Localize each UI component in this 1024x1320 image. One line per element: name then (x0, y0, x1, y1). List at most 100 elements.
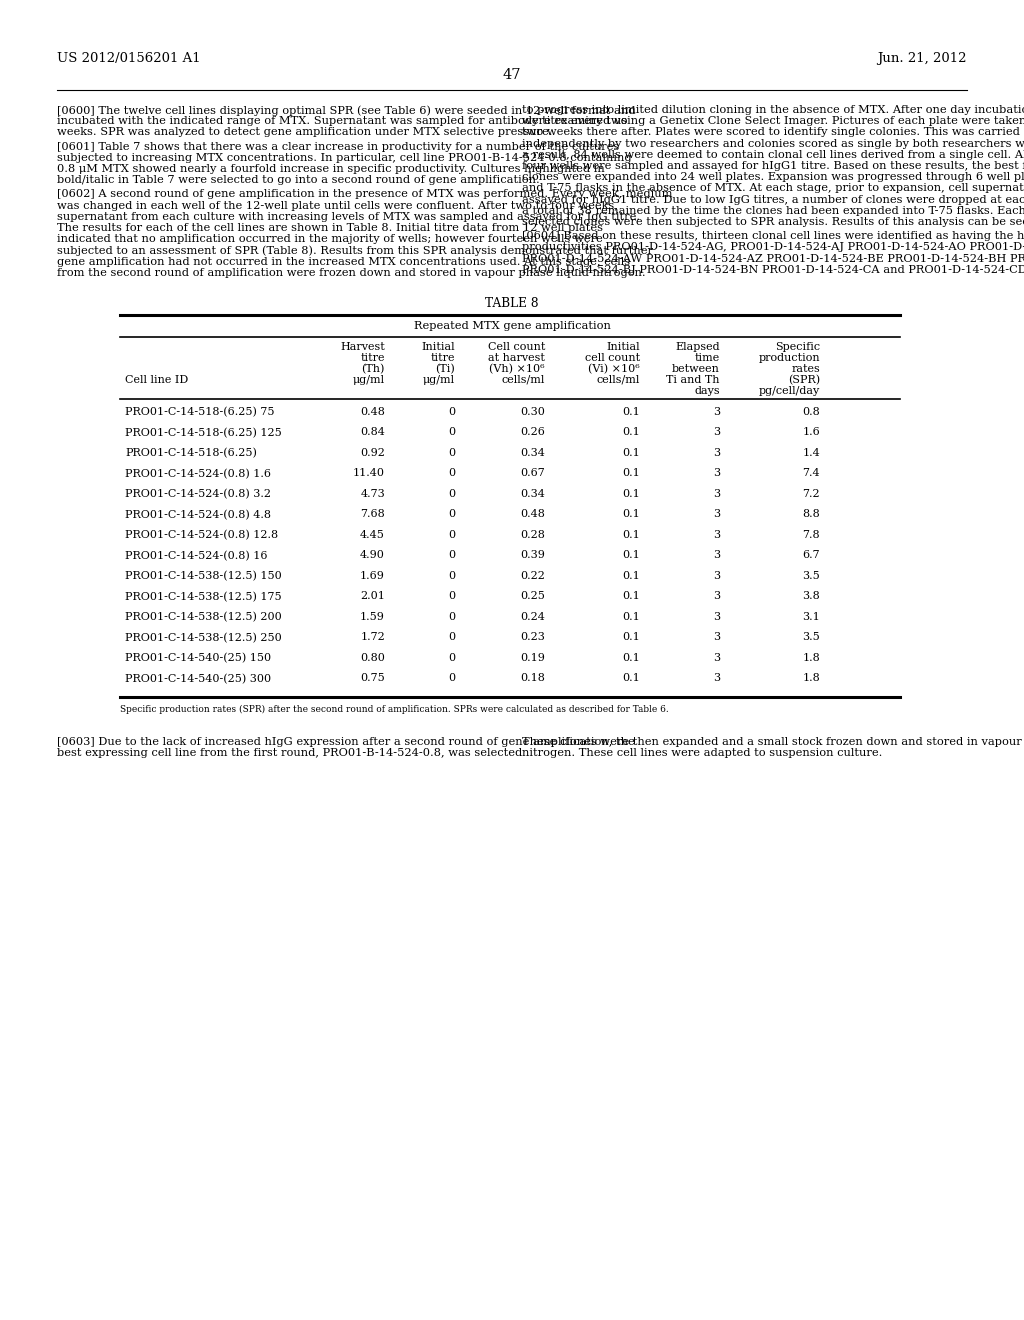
Text: indicated that no amplification occurred in the majority of wells; however fourt: indicated that no amplification occurred… (57, 234, 603, 244)
Text: PRO01-C-14-540-(25) 300: PRO01-C-14-540-(25) 300 (125, 673, 271, 684)
Text: (Th): (Th) (361, 364, 385, 375)
Text: time: time (694, 352, 720, 363)
Text: 1.4: 1.4 (802, 447, 820, 458)
Text: PRO01-C-14-524-(0.8) 1.6: PRO01-C-14-524-(0.8) 1.6 (125, 469, 271, 479)
Text: 11.40: 11.40 (353, 469, 385, 478)
Text: 0: 0 (447, 572, 455, 581)
Text: a total of 38 remained by the time the clones had been expanded into T-75 flasks: a total of 38 remained by the time the c… (522, 206, 1024, 215)
Text: 0.24: 0.24 (520, 612, 545, 622)
Text: and T-75 flasks in the absence of MTX. At each stage, prior to expansion, cell s: and T-75 flasks in the absence of MTX. A… (522, 183, 1024, 194)
Text: Initial: Initial (606, 342, 640, 352)
Text: subjected to increasing MTX concentrations. In particular, cell line PRO01-B-14-: subjected to increasing MTX concentratio… (57, 153, 632, 162)
Text: PRO01-C-14-524-(0.8) 16: PRO01-C-14-524-(0.8) 16 (125, 550, 267, 561)
Text: 0.23: 0.23 (520, 632, 545, 643)
Text: at harvest: at harvest (488, 352, 545, 363)
Text: 1.6: 1.6 (802, 428, 820, 437)
Text: 0.1: 0.1 (623, 673, 640, 684)
Text: These clones were then expanded and a small stock frozen down and stored in vapo: These clones were then expanded and a sm… (522, 737, 1024, 747)
Text: supernatant from each culture with increasing levels of MTX was sampled and assa: supernatant from each culture with incre… (57, 211, 640, 222)
Text: pg/cell/day: pg/cell/day (759, 385, 820, 396)
Text: [0601] Table 7 shows that there was a clear increase in productivity for a numbe: [0601] Table 7 shows that there was a cl… (57, 141, 620, 152)
Text: 0.84: 0.84 (360, 428, 385, 437)
Text: 0.1: 0.1 (623, 612, 640, 622)
Text: 3: 3 (713, 612, 720, 622)
Text: 3.5: 3.5 (802, 572, 820, 581)
Text: 3: 3 (713, 428, 720, 437)
Text: 3: 3 (713, 591, 720, 602)
Text: subjected to an assessment of SPR (Table 8). Results from this SPR analysis demo: subjected to an assessment of SPR (Table… (57, 246, 653, 256)
Text: 1.59: 1.59 (360, 612, 385, 622)
Text: nitrogen. These cell lines were adapted to suspension culture.: nitrogen. These cell lines were adapted … (522, 748, 883, 758)
Text: 0.75: 0.75 (360, 673, 385, 684)
Text: 0.26: 0.26 (520, 428, 545, 437)
Text: [0600] The twelve cell lines displaying optimal SPR (see Table 6) were seeded in: [0600] The twelve cell lines displaying … (57, 106, 636, 116)
Text: incubated with the indicated range of MTX. Supernatant was sampled for antibody : incubated with the indicated range of MT… (57, 116, 628, 127)
Text: 0.1: 0.1 (623, 591, 640, 602)
Text: Elapsed: Elapsed (676, 342, 720, 352)
Text: 0.34: 0.34 (520, 488, 545, 499)
Text: 0.1: 0.1 (623, 550, 640, 561)
Text: 1.8: 1.8 (802, 653, 820, 663)
Text: 0.1: 0.1 (623, 632, 640, 643)
Text: cell count: cell count (585, 352, 640, 363)
Text: a result, 84 wells were deemed to contain clonal cell lines derived from a singl: a result, 84 wells were deemed to contai… (522, 149, 1024, 160)
Text: 0.39: 0.39 (520, 550, 545, 561)
Text: cells/ml: cells/ml (597, 375, 640, 385)
Text: 3: 3 (713, 673, 720, 684)
Text: 7.2: 7.2 (803, 488, 820, 499)
Text: 3.8: 3.8 (802, 591, 820, 602)
Text: 3: 3 (713, 447, 720, 458)
Text: PRO01-C-14-540-(25) 150: PRO01-C-14-540-(25) 150 (125, 653, 271, 664)
Text: 0.48: 0.48 (360, 407, 385, 417)
Text: 3: 3 (713, 550, 720, 561)
Text: 0.1: 0.1 (623, 469, 640, 478)
Text: 4.73: 4.73 (360, 488, 385, 499)
Text: 0: 0 (447, 510, 455, 520)
Text: [0602] A second round of gene amplification in the presence of MTX was performed: [0602] A second round of gene amplificat… (57, 189, 673, 199)
Text: 7.68: 7.68 (360, 510, 385, 520)
Text: 4.45: 4.45 (360, 531, 385, 540)
Text: Cell line ID: Cell line ID (125, 375, 188, 385)
Text: 0.8 μM MTX showed nearly a fourfold increase in specific productivity. Cultures : 0.8 μM MTX showed nearly a fourfold incr… (57, 164, 605, 174)
Text: (Vi) ×10⁶: (Vi) ×10⁶ (588, 364, 640, 375)
Text: [0603] Due to the lack of increased hIgG expression after a second round of gene: [0603] Due to the lack of increased hIgG… (57, 737, 635, 747)
Text: 3: 3 (713, 531, 720, 540)
Text: Specific: Specific (775, 342, 820, 352)
Text: Cell count: Cell count (487, 342, 545, 352)
Text: 3: 3 (713, 632, 720, 643)
Text: (Vh) ×10⁶: (Vh) ×10⁶ (489, 364, 545, 375)
Text: 0: 0 (447, 612, 455, 622)
Text: 0: 0 (447, 550, 455, 561)
Text: 0: 0 (447, 673, 455, 684)
Text: 3: 3 (713, 469, 720, 478)
Text: μg/ml: μg/ml (423, 375, 455, 385)
Text: independently by two researchers and colonies scored as single by both researche: independently by two researchers and col… (522, 139, 1024, 149)
Text: 0.1: 0.1 (623, 488, 640, 499)
Text: 3: 3 (713, 488, 720, 499)
Text: [0604] Based on these results, thirteen clonal cell lines were identified as hav: [0604] Based on these results, thirteen … (522, 231, 1024, 242)
Text: 1.69: 1.69 (360, 572, 385, 581)
Text: 0.1: 0.1 (623, 572, 640, 581)
Text: 3: 3 (713, 572, 720, 581)
Text: 3.5: 3.5 (802, 632, 820, 643)
Text: 3.1: 3.1 (802, 612, 820, 622)
Text: 0.18: 0.18 (520, 673, 545, 684)
Text: selected clones were then subjected to SPR analysis. Results of this analysis ca: selected clones were then subjected to S… (522, 216, 1024, 227)
Text: PRO01-C-14-524-(0.8) 12.8: PRO01-C-14-524-(0.8) 12.8 (125, 531, 279, 540)
Text: PRO01-C-14-518-(6.25): PRO01-C-14-518-(6.25) (125, 447, 257, 458)
Text: 0.1: 0.1 (623, 407, 640, 417)
Text: to progress into limited dilution cloning in the absence of MTX. After one day i: to progress into limited dilution clonin… (522, 106, 1024, 115)
Text: 0: 0 (447, 531, 455, 540)
Text: from the second round of amplification were frozen down and stored in vapour pha: from the second round of amplification w… (57, 268, 645, 277)
Text: 0.19: 0.19 (520, 653, 545, 663)
Text: production: production (759, 352, 820, 363)
Text: bold/italic in Table 7 were selected to go into a second round of gene amplifica: bold/italic in Table 7 were selected to … (57, 176, 540, 185)
Text: clones were expanded into 24 well plates. Expansion was progressed through 6 wel: clones were expanded into 24 well plates… (522, 172, 1024, 182)
Text: 0.80: 0.80 (360, 653, 385, 663)
Text: 0.30: 0.30 (520, 407, 545, 417)
Text: PRO01-C-14-524-(0.8) 3.2: PRO01-C-14-524-(0.8) 3.2 (125, 488, 271, 499)
Text: between: between (672, 364, 720, 374)
Text: US 2012/0156201 A1: US 2012/0156201 A1 (57, 51, 201, 65)
Text: Specific production rates (SPR) after the second round of amplification. SPRs we: Specific production rates (SPR) after th… (120, 705, 669, 714)
Text: The results for each of the cell lines are shown in Table 8. Initial titre data : The results for each of the cell lines a… (57, 223, 603, 234)
